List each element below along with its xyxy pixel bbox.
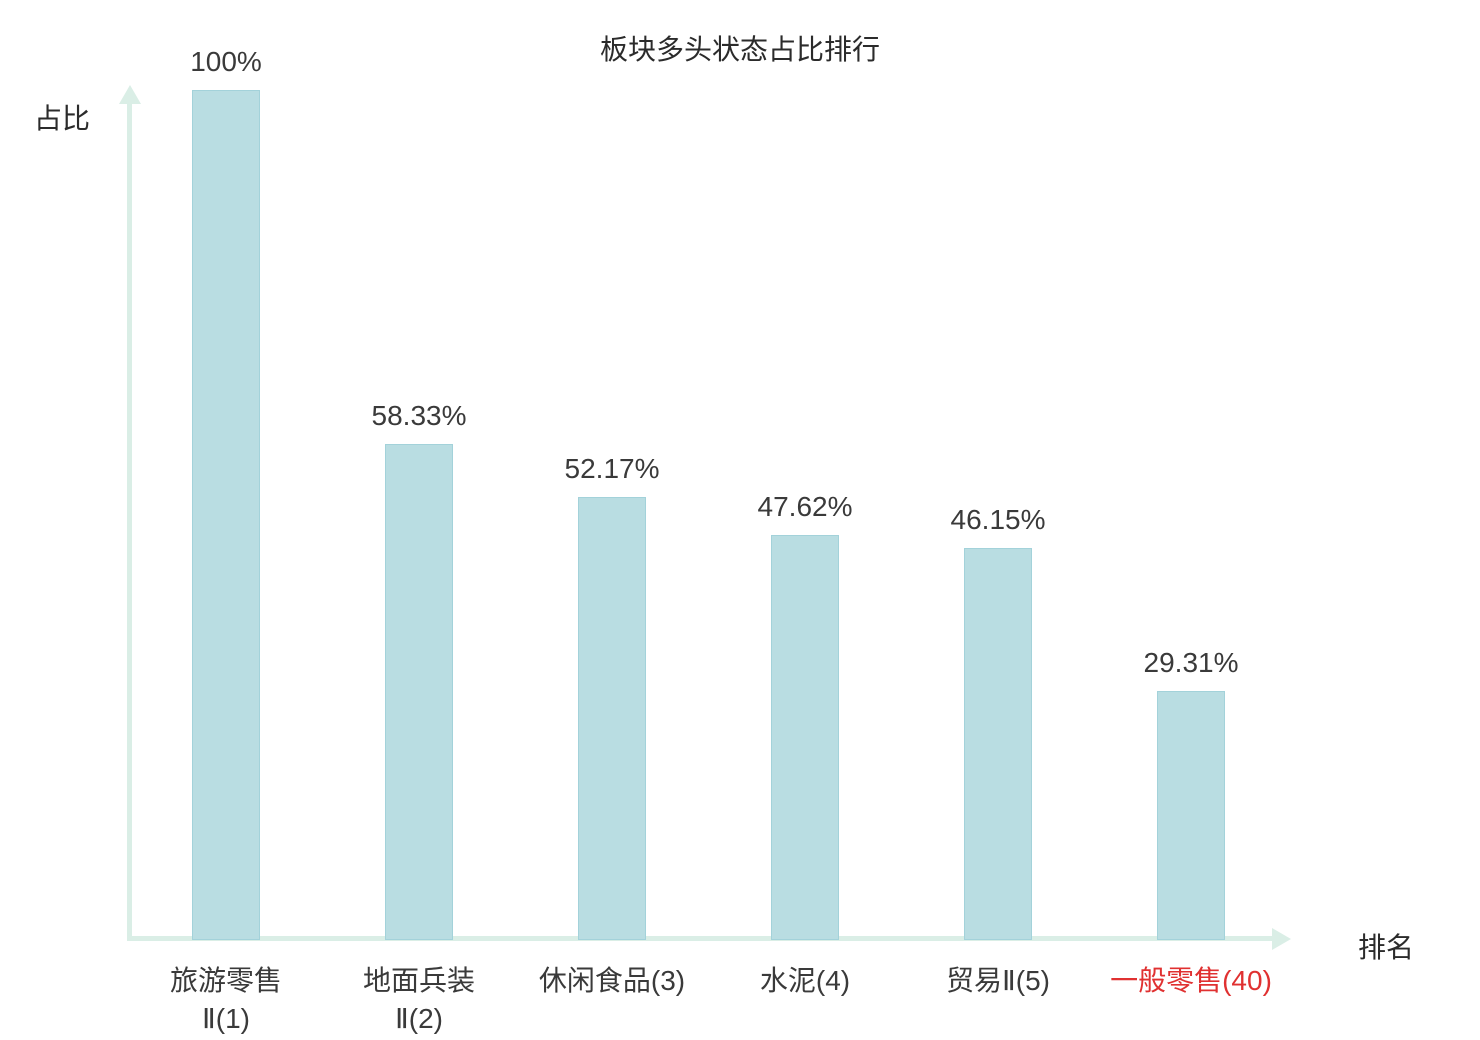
category-label-line: 地面兵装	[362, 965, 475, 996]
bar-4	[964, 548, 1032, 940]
value-label-3: 47.62%	[757, 491, 853, 522]
x-axis-line	[127, 936, 1275, 941]
category-label-2: 休闲食品(3)	[472, 962, 752, 1000]
category-label-line: 贸易Ⅱ(5)	[945, 965, 1050, 996]
x-axis-label: 排名	[1358, 932, 1415, 963]
bar-0	[192, 90, 260, 940]
value-label-5: 29.31%	[1143, 647, 1239, 678]
category-label-4: 贸易Ⅱ(5)	[858, 962, 1138, 1000]
category-label-5: 一般零售(40)	[1051, 962, 1331, 1000]
category-label-0: 旅游零售 Ⅱ(1)	[86, 962, 366, 1038]
chart-title: 板块多头状态占比排行	[599, 34, 880, 65]
bar-1	[385, 444, 453, 940]
category-label-1: 地面兵装 Ⅱ(2)	[279, 962, 559, 1038]
category-label-line: Ⅱ(1)	[201, 1003, 250, 1034]
y-axis-line	[127, 102, 132, 940]
value-label-1: 58.33%	[371, 400, 467, 431]
y-axis-arrow-icon	[119, 85, 141, 104]
value-label-0: 100%	[190, 46, 262, 77]
category-label-line: 一般零售(40)	[1110, 965, 1272, 996]
value-label-4: 46.15%	[950, 504, 1046, 535]
category-label-line: 休闲食品(3)	[538, 965, 686, 996]
category-label-line: Ⅱ(2)	[394, 1003, 443, 1034]
bar-3	[771, 535, 839, 940]
x-axis-arrow-icon	[1272, 927, 1291, 950]
bar-5	[1157, 691, 1225, 940]
y-axis-label: 占比	[34, 103, 91, 134]
category-label-3: 水泥(4)	[665, 962, 945, 1000]
value-label-2: 52.17%	[564, 453, 660, 484]
category-label-line: 水泥(4)	[759, 965, 851, 996]
category-label-line: 旅游零售	[169, 965, 282, 996]
bar-2	[578, 497, 646, 940]
